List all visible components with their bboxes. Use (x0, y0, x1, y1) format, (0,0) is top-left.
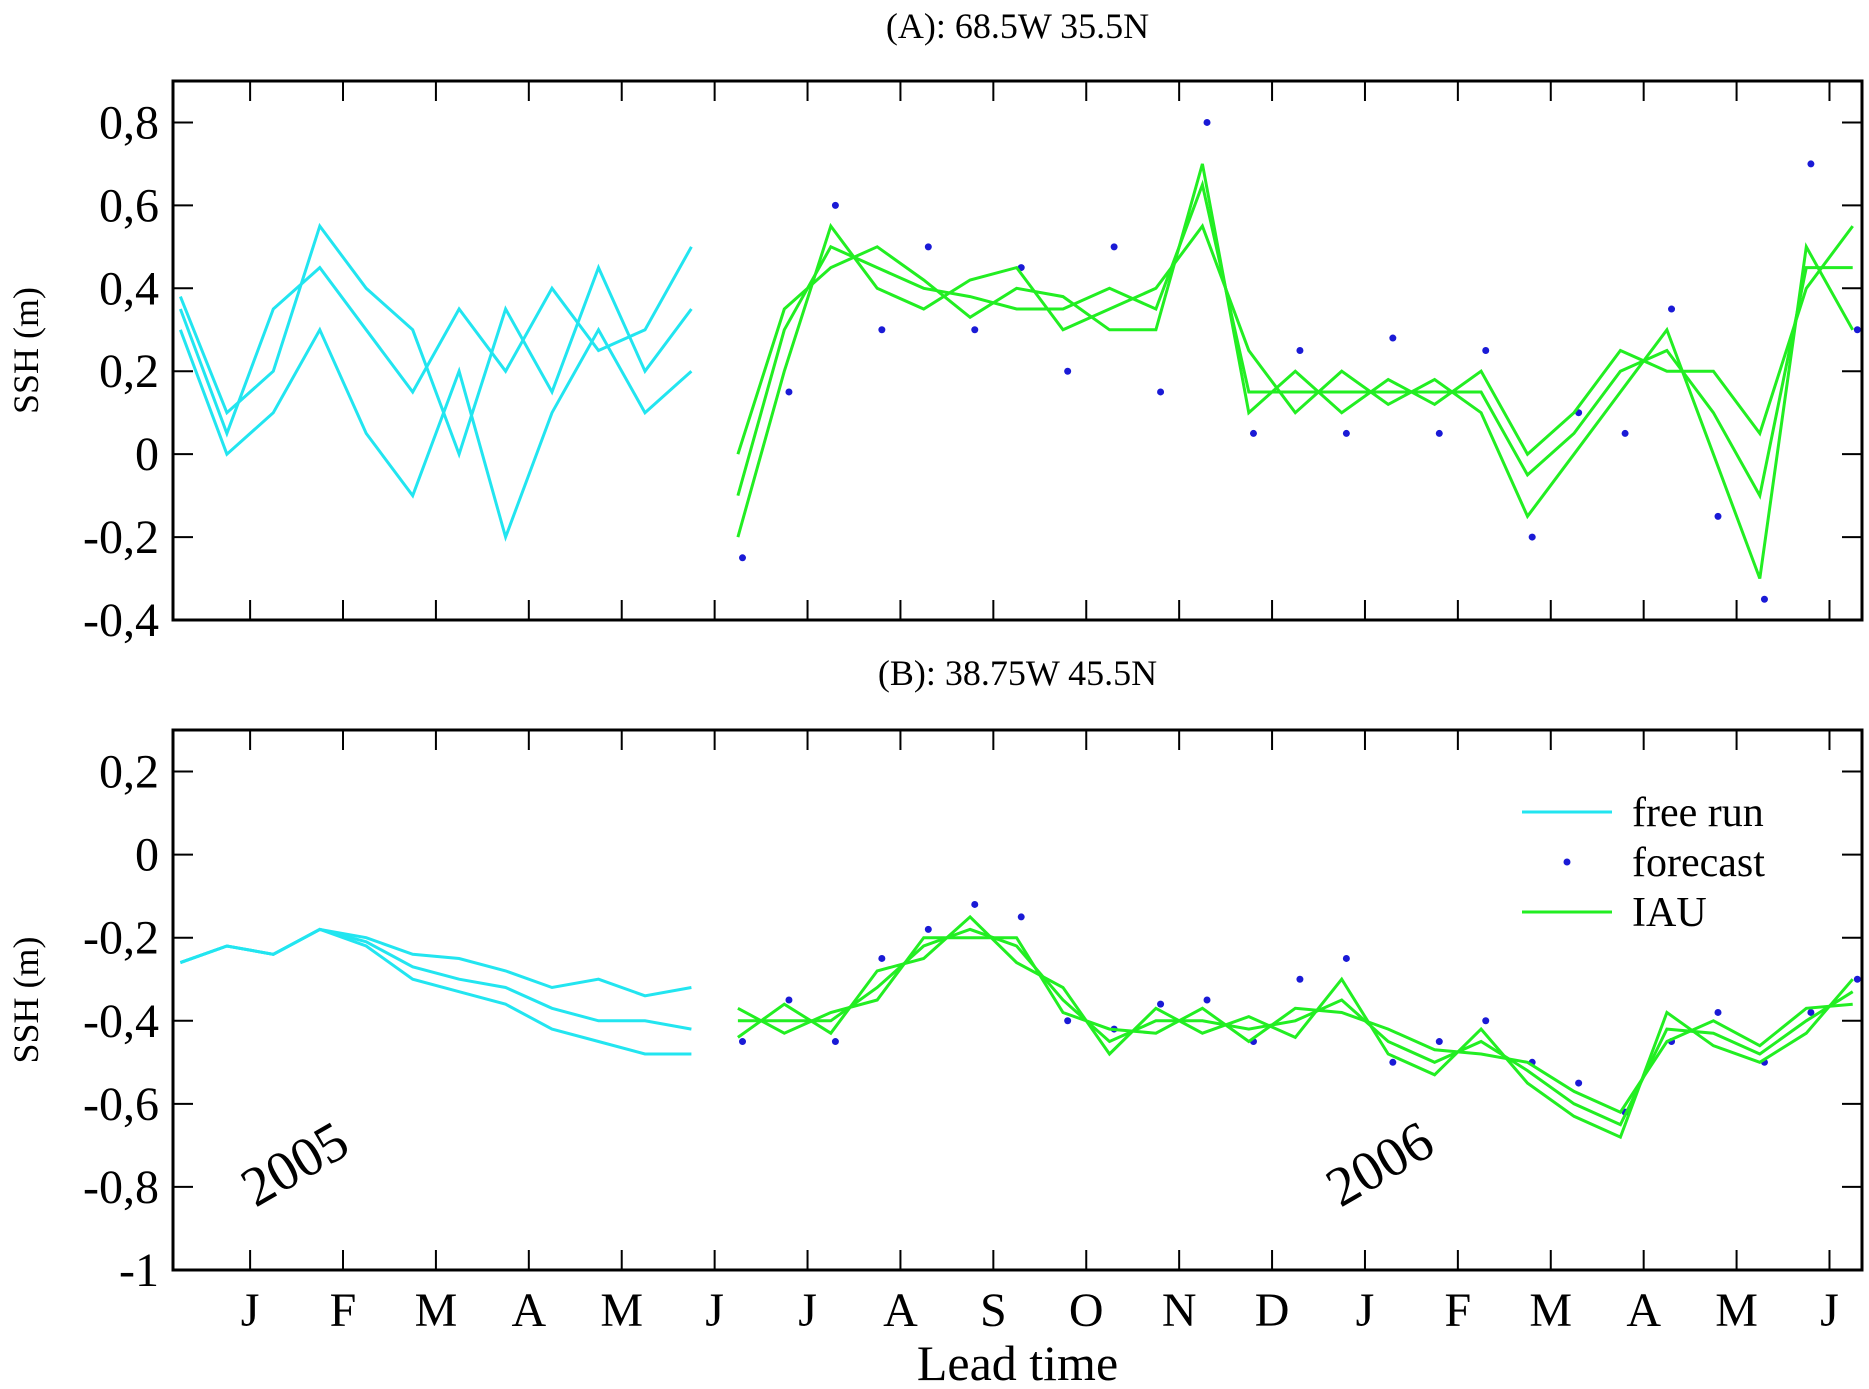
y-tick-label: 0,2 (99, 746, 159, 799)
x-tick-label: A (511, 1284, 546, 1337)
forecast-dot (1203, 118, 1211, 126)
forecast-dot (1575, 1079, 1583, 1087)
legend-label: forecast (1632, 840, 1765, 886)
legend-symbol (1563, 858, 1571, 866)
ensemble-line (736, 163, 1854, 457)
forecast-dot (924, 243, 932, 251)
forecast-dot (1296, 975, 1304, 983)
x-axis-label: Lead time (917, 1335, 1118, 1389)
forecast-dot (924, 925, 932, 933)
forecast-dot (971, 326, 979, 334)
panel-title: (B): 38.75W 45.5N (878, 653, 1157, 693)
y-tick-label: 0,8 (99, 96, 159, 149)
ensemble-line (178, 326, 693, 542)
forecast-dot (1482, 1017, 1490, 1025)
forecast-dot (1528, 533, 1536, 541)
x-tick-label: N (1162, 1284, 1197, 1337)
x-tick-label: J (241, 1284, 260, 1337)
x-tick-label: S (980, 1284, 1007, 1337)
forecast-dot (1482, 347, 1490, 354)
y-tick-label: -1 (119, 1244, 159, 1297)
x-tick-label: A (1626, 1284, 1661, 1337)
x-tick-label: M (415, 1284, 458, 1337)
forecast-dot (785, 388, 793, 396)
ensemble-line (736, 179, 1853, 500)
forecast-dot (1296, 347, 1304, 354)
y-tick-label: -0,8 (83, 1161, 159, 1214)
forecast-dot (1435, 429, 1443, 437)
forecast-dot (1853, 975, 1861, 983)
x-tick-label: O (1069, 1284, 1104, 1337)
forecast-dot (971, 900, 979, 908)
forecast-dot (1807, 160, 1815, 168)
panel-title: (A): 68.5W 35.5N (886, 6, 1149, 46)
x-tick-label: M (1529, 1284, 1572, 1337)
forecast-dot (1342, 429, 1350, 437)
x-tick-label: F (1445, 1284, 1472, 1337)
forecast-dot (1157, 388, 1165, 396)
x-tick-label: J (1356, 1284, 1375, 1337)
forecast-dot (1157, 1000, 1165, 1008)
forecast-dot (1249, 429, 1257, 437)
annotation: 2005 (231, 1110, 359, 1220)
x-tick-label: J (798, 1284, 817, 1337)
forecast-dot (1203, 996, 1211, 1004)
ensemble-line (736, 222, 1855, 580)
y-tick-label: 0 (135, 829, 159, 882)
forecast-dot (1064, 367, 1072, 375)
plot-frame (171, 728, 1864, 1272)
legend-label: free run (1632, 790, 1764, 836)
x-tick-label: M (600, 1284, 643, 1337)
y-tick-label: 0 (135, 428, 159, 481)
x-tick-label: A (883, 1284, 918, 1337)
forecast-dot (739, 1038, 747, 1046)
y-tick-label: -0,4 (83, 995, 159, 1048)
forecast-dot (739, 554, 747, 562)
forecast-dot (1621, 429, 1629, 437)
y-tick-label: 0,4 (99, 262, 159, 315)
ensemble-line (737, 936, 1853, 1115)
forecast-dot (1389, 1058, 1397, 1066)
forecast-dot (1064, 1017, 1072, 1025)
forecast-dot (785, 996, 793, 1004)
forecast-dot (1342, 954, 1350, 962)
forecast-dot (1760, 595, 1768, 603)
x-tick-label: M (1715, 1284, 1758, 1337)
forecast-dot (831, 201, 839, 209)
ensemble-line (178, 246, 693, 438)
x-tick-label: D (1255, 1284, 1290, 1337)
ensemble-line (179, 222, 693, 459)
ensemble-line (737, 927, 1854, 1127)
legend-label: IAU (1632, 890, 1707, 936)
annotation: 2006 (1316, 1110, 1444, 1220)
ensemble-line (179, 927, 692, 1056)
x-tick-label: J (705, 1284, 724, 1337)
forecast-dot (1853, 326, 1861, 334)
forecast-dot (1389, 334, 1397, 342)
forecast-dot (1807, 1008, 1815, 1016)
y-tick-label: -0,6 (83, 1078, 159, 1131)
y-tick-label: 0,6 (99, 179, 159, 232)
ensemble-line (737, 914, 1854, 1140)
forecast-dot (831, 1038, 839, 1046)
forecast-dot (1668, 305, 1676, 313)
x-tick-label: J (1820, 1284, 1839, 1337)
forecast-dot (1017, 913, 1025, 921)
y-axis-label: SSH (m) (6, 287, 46, 414)
forecast-dot (1714, 1008, 1722, 1016)
forecast-dot (1110, 243, 1118, 251)
y-tick-label: -0,4 (83, 594, 159, 647)
forecast-dot (878, 326, 886, 334)
plot-frame (171, 79, 1864, 622)
y-tick-label: -0,2 (83, 511, 159, 564)
y-axis-label: SSH (m) (6, 936, 46, 1063)
y-tick-label: 0,2 (99, 345, 159, 398)
ensemble-line (179, 927, 692, 1031)
forecast-dot (878, 954, 886, 962)
x-tick-label: F (330, 1284, 357, 1337)
forecast-dot (1714, 512, 1722, 520)
y-tick-label: -0,2 (83, 912, 159, 965)
forecast-dot (1435, 1038, 1443, 1046)
